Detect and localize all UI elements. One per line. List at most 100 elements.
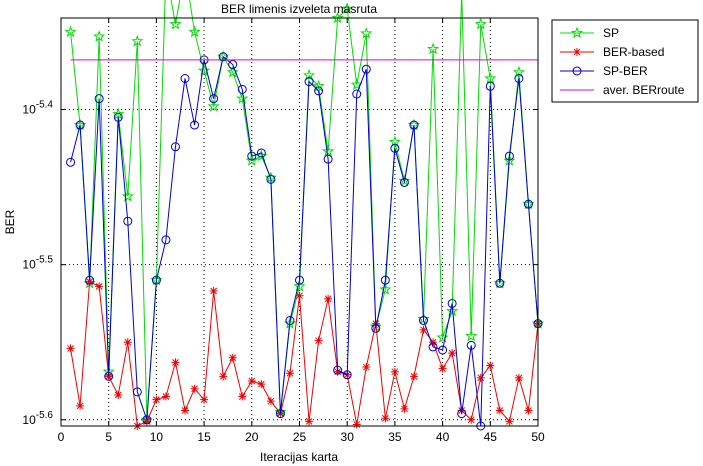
sp-marker <box>312 79 325 92</box>
ber-based-marker <box>266 397 275 406</box>
sp-ber-marker <box>94 94 104 104</box>
ber-based-marker <box>352 420 361 429</box>
ber-based-marker <box>238 392 247 401</box>
ber-based-marker <box>524 406 533 415</box>
legend: SP BER-based SP-BER aver. BERroute <box>551 19 699 103</box>
ber-based-marker <box>400 404 409 413</box>
sp-ber-marker <box>266 174 276 184</box>
ber-based-marker <box>85 277 94 286</box>
sp-ber-marker <box>371 323 381 333</box>
ber-based-marker <box>362 363 371 372</box>
ber-based-marker <box>161 392 170 401</box>
x-tick-label: 10 <box>150 430 164 444</box>
sp-ber-marker <box>438 345 448 355</box>
ber-based-marker <box>142 417 151 426</box>
sp-ber-marker <box>247 151 257 161</box>
x-tick-label: 45 <box>484 430 498 444</box>
ber-based-marker <box>514 373 523 382</box>
sp-marker <box>379 283 392 295</box>
sp-marker <box>197 64 211 76</box>
chart-title: BER limenis izveleta masruta <box>221 2 377 16</box>
sp-ber-marker <box>380 275 390 285</box>
sp-ber-marker <box>352 89 362 99</box>
sp-marker <box>503 154 516 166</box>
sp-marker <box>484 72 497 84</box>
ber-based-marker <box>114 390 123 399</box>
series-line-sp-ber <box>70 55 539 427</box>
sp-marker <box>570 26 584 39</box>
legend-entry: SP-BER <box>560 64 648 78</box>
sp-marker <box>398 174 411 187</box>
sp-ber-marker <box>457 409 467 419</box>
legend-label: aver. BERroute <box>603 83 685 97</box>
ber-based-marker <box>305 417 314 426</box>
sp-marker <box>93 30 106 42</box>
sp-ber-marker <box>151 275 161 285</box>
ber-based-marker <box>200 395 209 404</box>
sp-ber-marker <box>428 342 438 352</box>
ber-based-marker <box>257 380 266 389</box>
x-tick-label: 30 <box>341 430 355 444</box>
ber-based-marker <box>467 415 476 424</box>
sp-marker <box>360 27 373 39</box>
legend-entry: aver. BERroute <box>560 83 685 97</box>
sp-ber-marker <box>170 142 180 152</box>
sp-ber-marker <box>190 120 200 130</box>
sp-ber-marker <box>323 154 333 164</box>
ber-based-marker <box>381 414 390 423</box>
y-tick-label: 10-5.5 <box>22 255 53 272</box>
sp-marker <box>465 329 478 342</box>
sp-ber-marker <box>285 316 295 326</box>
sp-marker <box>131 34 144 47</box>
sp-marker <box>341 2 354 14</box>
x-axis-label: Iteracijas karta <box>260 450 338 464</box>
sp-marker <box>426 42 440 55</box>
ber-based-marker <box>476 373 485 382</box>
x-tick-label: 40 <box>436 430 450 444</box>
ber-based-marker <box>209 287 218 296</box>
x-tick-label: 5 <box>105 430 112 444</box>
sp-ber-marker <box>304 77 314 87</box>
ber-based-marker <box>171 358 180 367</box>
ber-based-marker <box>505 417 514 426</box>
sp-marker <box>112 107 125 120</box>
sp-marker <box>436 331 449 343</box>
x-tick-label: 50 <box>531 430 545 444</box>
x-tick-label: 20 <box>245 430 259 444</box>
sp-marker <box>121 189 134 202</box>
ber-based-marker <box>324 294 333 303</box>
x-tick-label: 15 <box>197 430 211 444</box>
legend-label: SP-BER <box>603 64 648 78</box>
y-axis-label: BER <box>3 209 17 234</box>
ber-based-marker <box>247 377 256 386</box>
y-tick-label: 10-5.6 <box>22 410 53 427</box>
ber-based-marker <box>123 338 132 347</box>
sp-ber-marker <box>295 275 304 285</box>
sp-ber-marker <box>104 371 114 381</box>
sp-ber-marker <box>572 66 582 76</box>
sp-ber-marker <box>275 409 285 419</box>
sp-ber-marker <box>419 316 429 326</box>
ber-based-marker <box>409 372 418 381</box>
sp-ber-marker <box>514 74 524 84</box>
sp-ber-marker <box>113 112 123 122</box>
sp-ber-marker <box>75 120 85 130</box>
sp-marker <box>245 154 258 166</box>
axis-ticks: 0 5 10 15 20 25 30 35 40 45 50 10-5.4 10-5.5 10-5.6 <box>22 18 545 444</box>
sp-ber-marker <box>447 298 457 308</box>
sp-marker <box>207 99 220 112</box>
sp-ber-marker <box>314 86 324 96</box>
sp-ber-marker <box>361 64 371 74</box>
ber-based-marker <box>495 406 504 415</box>
x-tick-label: 0 <box>58 430 65 444</box>
sp-ber-marker <box>342 370 352 380</box>
ber-based-marker <box>181 406 190 415</box>
sp-ber-marker <box>161 235 171 245</box>
series-sp-ber <box>66 52 543 431</box>
x-tick-label: 25 <box>293 430 307 444</box>
ber-based-marker <box>95 282 104 291</box>
sp-ber-marker <box>390 143 400 153</box>
ber-based-marker <box>76 401 85 410</box>
sp-marker <box>188 25 201 38</box>
